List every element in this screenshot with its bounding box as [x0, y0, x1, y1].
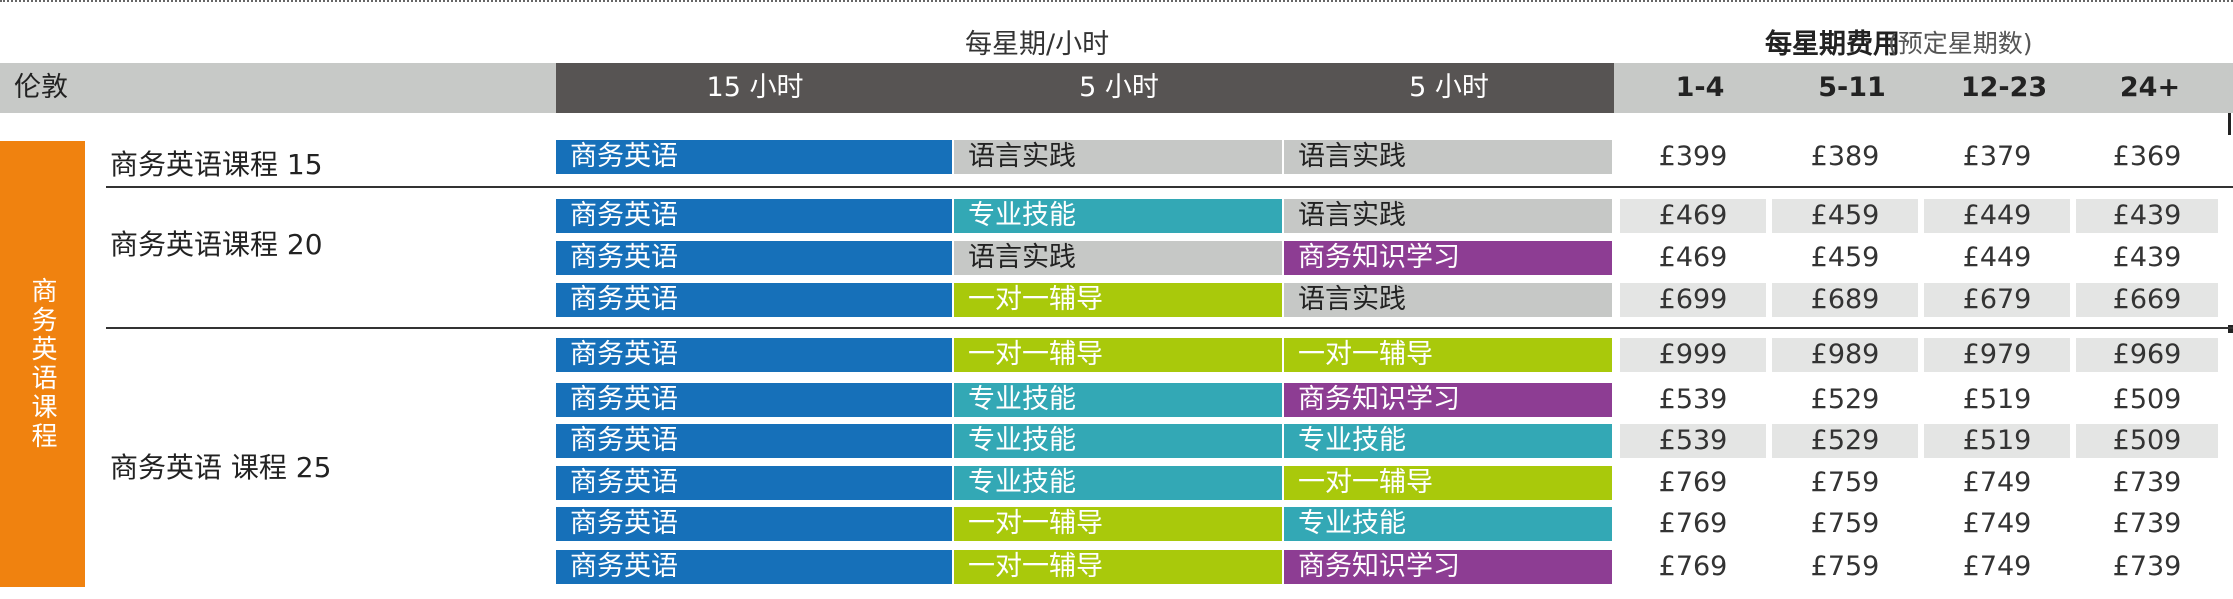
- module-cell: 专业技能: [954, 199, 1282, 233]
- group-divider: [106, 327, 2233, 329]
- module-cell: 语言实践: [954, 241, 1282, 275]
- price-cell: £519: [1924, 424, 2070, 458]
- price-cell: £979: [1924, 338, 2070, 372]
- module-cell: 专业技能: [954, 383, 1282, 417]
- group-divider: [106, 186, 2233, 188]
- module-cell: 一对一辅导: [1284, 466, 1612, 500]
- top-dotted-border: [0, 0, 2233, 8]
- module-cell: 语言实践: [1284, 140, 1612, 174]
- price-cell: £679: [1924, 283, 2070, 317]
- module-cell: 商务英语: [556, 283, 952, 317]
- price-cell: £759: [1810, 508, 1880, 539]
- price-cell: £539: [1658, 384, 1728, 415]
- hours-col-header: 5 小时: [1079, 72, 1159, 103]
- price-cell: £999: [1620, 338, 1766, 372]
- module-cell: 商务英语: [556, 199, 952, 233]
- module-cell: 商务英语: [556, 383, 952, 417]
- price-cell: £749: [1962, 508, 2032, 539]
- price-cell: £739: [2112, 508, 2182, 539]
- price-cell: £439: [2112, 242, 2182, 273]
- module-cell: 一对一辅导: [954, 283, 1282, 317]
- price-cell: £689: [1772, 283, 1918, 317]
- price-cell: £699: [1620, 283, 1766, 317]
- module-cell: 商务英语: [556, 550, 952, 584]
- price-cell: £459: [1772, 199, 1918, 233]
- price-cell: £539: [1620, 424, 1766, 458]
- hours-col-header: 5 小时: [1409, 72, 1489, 103]
- module-cell: 商务英语: [556, 424, 952, 458]
- module-cell: 专业技能: [954, 466, 1282, 500]
- price-cell: £989: [1772, 338, 1918, 372]
- price-cell: £669: [2076, 283, 2218, 317]
- weekly-fee-note: (预定星期数): [1888, 29, 2033, 58]
- module-cell: 商务知识学习: [1284, 550, 1612, 584]
- price-cell: £439: [2076, 199, 2218, 233]
- module-cell: 商务英语: [556, 507, 952, 541]
- module-cell: 语言实践: [1284, 283, 1612, 317]
- module-cell: 一对一辅导: [954, 507, 1282, 541]
- weeks-col-header: 1-4: [1675, 72, 1725, 103]
- price-cell: £749: [1962, 551, 2032, 582]
- course-group-label: 商务英语课程 15: [110, 148, 323, 181]
- module-cell: 商务英语: [556, 241, 952, 275]
- price-cell: £769: [1658, 508, 1728, 539]
- price-cell: £509: [2076, 424, 2218, 458]
- hours-header-band: [556, 63, 1614, 113]
- price-cell: £399: [1658, 141, 1728, 172]
- hours-per-week-title: 每星期/小时: [965, 29, 1110, 60]
- price-cell: £969: [2076, 338, 2218, 372]
- price-cell: £759: [1810, 467, 1880, 498]
- city-label: 伦敦: [14, 72, 68, 103]
- price-cell: £739: [2112, 467, 2182, 498]
- price-cell: £449: [1924, 199, 2070, 233]
- weeks-col-header: 24+: [2119, 72, 2181, 103]
- price-cell: £769: [1658, 551, 1728, 582]
- price-cell: £469: [1620, 199, 1766, 233]
- price-cell: £529: [1810, 384, 1880, 415]
- module-cell: 语言实践: [1284, 199, 1612, 233]
- module-cell: 一对一辅导: [1284, 338, 1612, 372]
- edge-mark: [2228, 325, 2233, 333]
- price-cell: £459: [1810, 242, 1880, 273]
- module-cell: 商务知识学习: [1284, 241, 1612, 275]
- module-cell: 专业技能: [1284, 507, 1612, 541]
- module-cell: 商务英语: [556, 466, 952, 500]
- weekly-fee-title: 每星期费用: [1765, 29, 1900, 60]
- course-group-label: 商务英语课程 20: [110, 228, 323, 261]
- price-cell: £389: [1810, 141, 1880, 172]
- module-cell: 一对一辅导: [954, 550, 1282, 584]
- price-cell: £449: [1962, 242, 2032, 273]
- price-cell: £469: [1658, 242, 1728, 273]
- price-cell: £519: [1962, 384, 2032, 415]
- price-cell: £509: [2112, 384, 2182, 415]
- module-cell: 专业技能: [1284, 424, 1612, 458]
- course-group-label: 商务英语 课程 25: [110, 451, 332, 484]
- price-cell: £529: [1772, 424, 1918, 458]
- weeks-col-header: 5-11: [1818, 72, 1886, 103]
- module-cell: 专业技能: [954, 424, 1282, 458]
- price-cell: £769: [1658, 467, 1728, 498]
- module-cell: 商务英语: [556, 140, 952, 174]
- price-cell: £369: [2112, 141, 2182, 172]
- price-cell: £739: [2112, 551, 2182, 582]
- price-cell: £379: [1962, 141, 2032, 172]
- module-cell: 商务知识学习: [1284, 383, 1612, 417]
- course-category-sidebar: [0, 141, 85, 587]
- module-cell: 语言实践: [954, 140, 1282, 174]
- course-category-label: 商务英语课程: [27, 277, 57, 451]
- hours-col-header: 15 小时: [706, 72, 804, 103]
- module-cell: 一对一辅导: [954, 338, 1282, 372]
- price-cell: £749: [1962, 467, 2032, 498]
- edge-mark: [2228, 113, 2231, 135]
- price-cell: £759: [1810, 551, 1880, 582]
- module-cell: 商务英语: [556, 338, 952, 372]
- weeks-col-header: 12-23: [1960, 72, 2048, 103]
